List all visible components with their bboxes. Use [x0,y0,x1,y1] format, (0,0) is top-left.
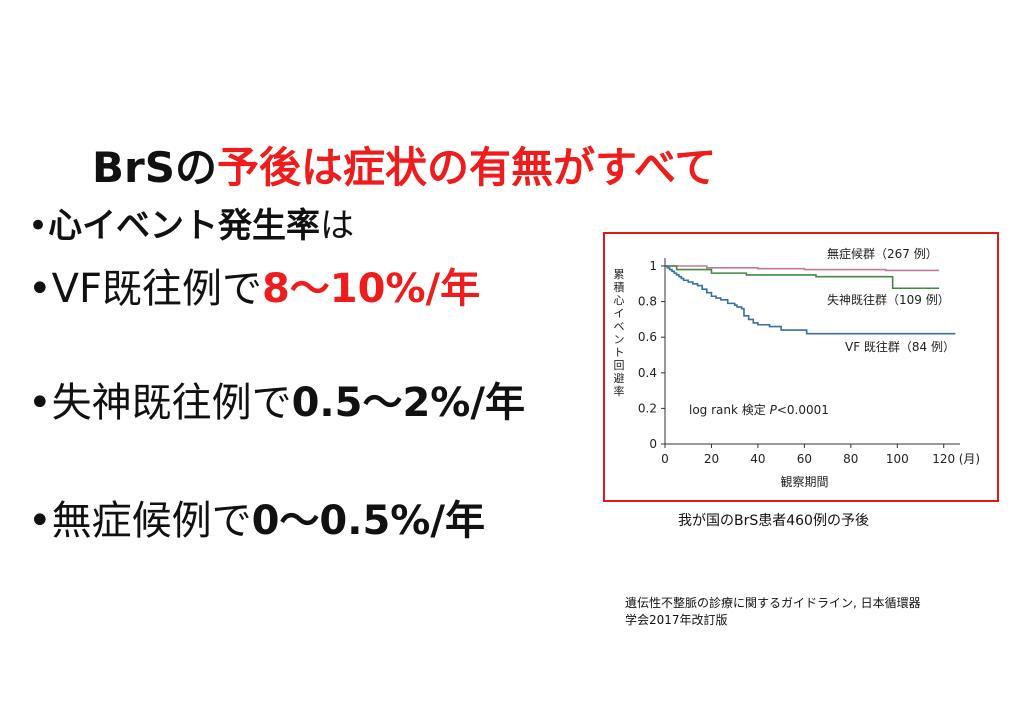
series-line-1 [665,265,940,290]
log-rank-annotation: log rank 検定 P<0.0001 [689,402,829,417]
y-axis-title-char: 回 [614,359,625,372]
x-tick-label: 0 [661,452,669,466]
series-label-2: VF 既往群（84 例） [845,339,955,354]
y-axis-title-char: 積 [614,280,625,294]
slide-title: BrSの予後は症状の有無がすべて [92,134,716,195]
y-axis-title-char: 率 [614,384,625,398]
y-axis-title-char: 心 [614,294,625,307]
y-axis-title-char: 累 [614,268,625,281]
x-axis-title: 観察期間 [780,475,828,489]
y-axis-title-char: ベ [614,320,625,333]
bullet-asymptomatic: •無症候例で0〜0.5%/年 [28,488,485,546]
bullet-marker: • [28,266,52,312]
x-tick-label: 40 [750,452,765,466]
bullet-label: 無症候例で [51,498,252,544]
x-tick-label: 20 [704,452,719,466]
x-tick-label: 80 [843,452,858,466]
bullet-label: 失神既往例で [51,380,292,426]
chart-canvas: 0 0.2 0.4 0.6 0.8 1 0 20 40 60 80 100 120 (月) 観察期間 累積心イ… [614,246,981,489]
y-tick-label: 0.4 [638,366,657,380]
x-unit-label: (月) [959,452,980,466]
series-label-1: 失神既往群（109 例） [827,292,950,307]
y-tick-label: 0.6 [638,330,657,344]
bullet-value: 0〜0.5%/年 [251,498,485,544]
y-tick-label: 1 [649,259,657,273]
x-tick-label: 60 [797,452,812,466]
bullet-text: は [320,206,355,246]
series-label-0: 無症候群（267 例） [827,246,938,261]
bullet-marker: • [28,380,52,426]
title-red: 予後は症状の有無がすべて [216,143,717,192]
y-tick-label: 0.2 [638,401,657,415]
series-line-2 [665,265,956,335]
bullet-label: VF既往例で [51,266,262,312]
kaplan-meier-chart: 0 0.2 0.4 0.6 0.8 1 0 20 40 60 80 100 120 (月) 観察期間 累積心イ… [603,232,999,502]
bullet-bold-text: 心イベント発生率 [48,206,321,246]
source-line-1: 遺伝性不整脈の診療に関するガイドライン, 日本循環器 [625,596,921,610]
series-line-0 [665,265,940,272]
chart-caption: 我が国のBrS患者460例の予後 [678,513,869,529]
y-tick-label: 0 [649,437,657,451]
y-axis-title-char: イ [614,307,625,320]
bullet-event-rate: •心イベント発生率は [28,198,354,247]
title-black: BrSの [92,143,217,192]
bullet-marker: • [28,498,52,544]
bullet-marker: • [28,206,49,246]
bullet-vf-history: •VF既往例で8〜10%/年 [28,256,480,314]
y-axis-title-char: ト [614,346,625,359]
source-line-2: 学会2017年改訂版 [625,613,728,627]
y-axis-title-char: ン [614,333,625,346]
source-citation: 遺伝性不整脈の診療に関するガイドライン, 日本循環器 学会2017年改訂版 [625,595,1005,629]
bullet-syncope-history: •失神既往例で0.5〜2%/年 [28,370,525,428]
y-tick-label: 0.8 [638,295,657,309]
x-tick-label: 120 [932,452,955,466]
x-tick-label: 100 [886,452,909,466]
y-axis-title-char: 避 [614,371,625,385]
bullet-value: 0.5〜2%/年 [291,380,525,426]
bullet-value: 8〜10%/年 [261,266,481,312]
